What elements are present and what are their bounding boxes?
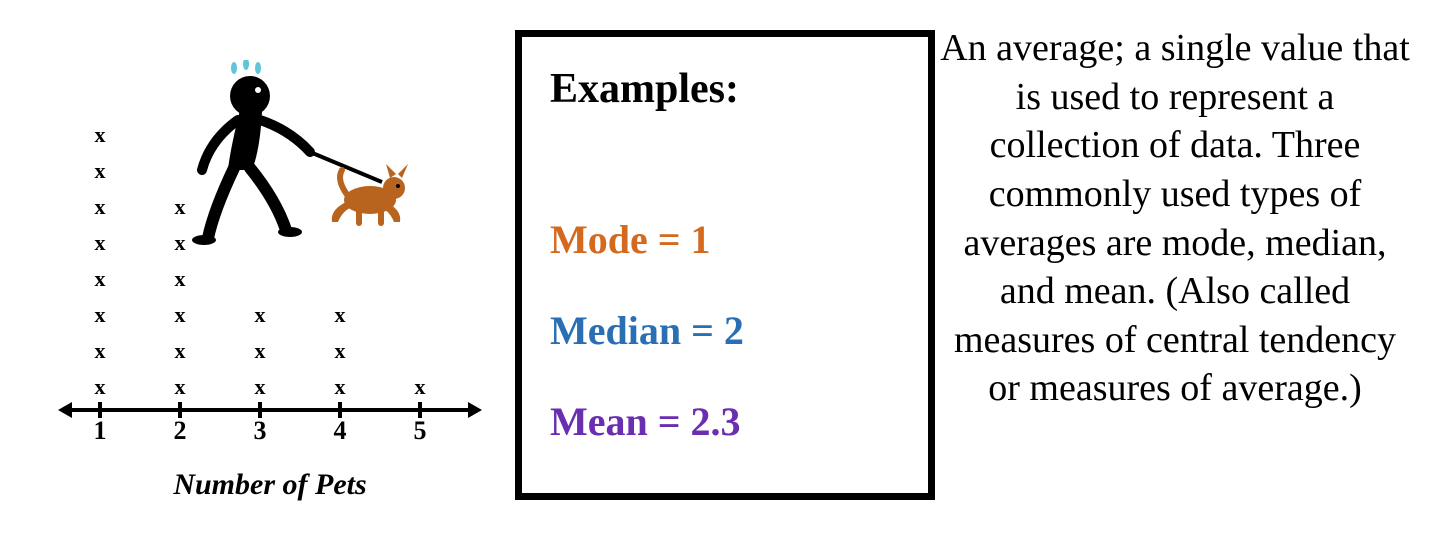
x-mark: x bbox=[335, 376, 346, 398]
axis-title: Number of Pets bbox=[173, 468, 366, 502]
person-dog-icon bbox=[180, 60, 420, 260]
examples-list: Mode = 1 Median = 2 Mean = 2.3 bbox=[550, 216, 900, 445]
stat-line-mean: Mean = 2.3 bbox=[550, 398, 900, 445]
tick-label: 5 bbox=[414, 416, 427, 446]
x-mark: x bbox=[255, 304, 266, 326]
x-mark: x bbox=[95, 340, 106, 362]
examples-heading: Examples: bbox=[550, 65, 900, 113]
examples-box: Examples: Mode = 1 Median = 2 Mean = 2.3 bbox=[515, 30, 935, 500]
definition-text: An average; a single value that is used … bbox=[940, 20, 1410, 413]
tick-label: 3 bbox=[254, 416, 267, 446]
x-mark: x bbox=[95, 232, 106, 254]
x-mark: x bbox=[95, 124, 106, 146]
x-mark: x bbox=[175, 268, 186, 290]
stat-line-mode: Mode = 1 bbox=[550, 216, 900, 263]
stat-line-median: Median = 2 bbox=[550, 307, 900, 354]
x-mark: x bbox=[95, 196, 106, 218]
tick-label: 4 bbox=[334, 416, 347, 446]
dotplot-panel: xxxxxxxxxxxxxxxxxxxxx 12345 bbox=[30, 20, 510, 520]
x-mark: x bbox=[95, 268, 106, 290]
tick-label: 2 bbox=[174, 416, 187, 446]
tick-label: 1 bbox=[94, 416, 107, 446]
x-mark: x bbox=[255, 340, 266, 362]
x-mark: x bbox=[335, 304, 346, 326]
x-mark: x bbox=[95, 304, 106, 326]
x-mark: x bbox=[95, 376, 106, 398]
x-mark: x bbox=[175, 376, 186, 398]
x-mark: x bbox=[95, 160, 106, 182]
x-mark: x bbox=[175, 340, 186, 362]
axis-arrow-right-icon bbox=[468, 402, 482, 418]
x-mark: x bbox=[175, 304, 186, 326]
walking-dog-illustration bbox=[180, 60, 420, 260]
x-mark: x bbox=[335, 340, 346, 362]
axis-arrow-left-icon bbox=[58, 402, 72, 418]
x-mark: x bbox=[415, 376, 426, 398]
x-mark: x bbox=[255, 376, 266, 398]
axis-line bbox=[70, 408, 470, 412]
